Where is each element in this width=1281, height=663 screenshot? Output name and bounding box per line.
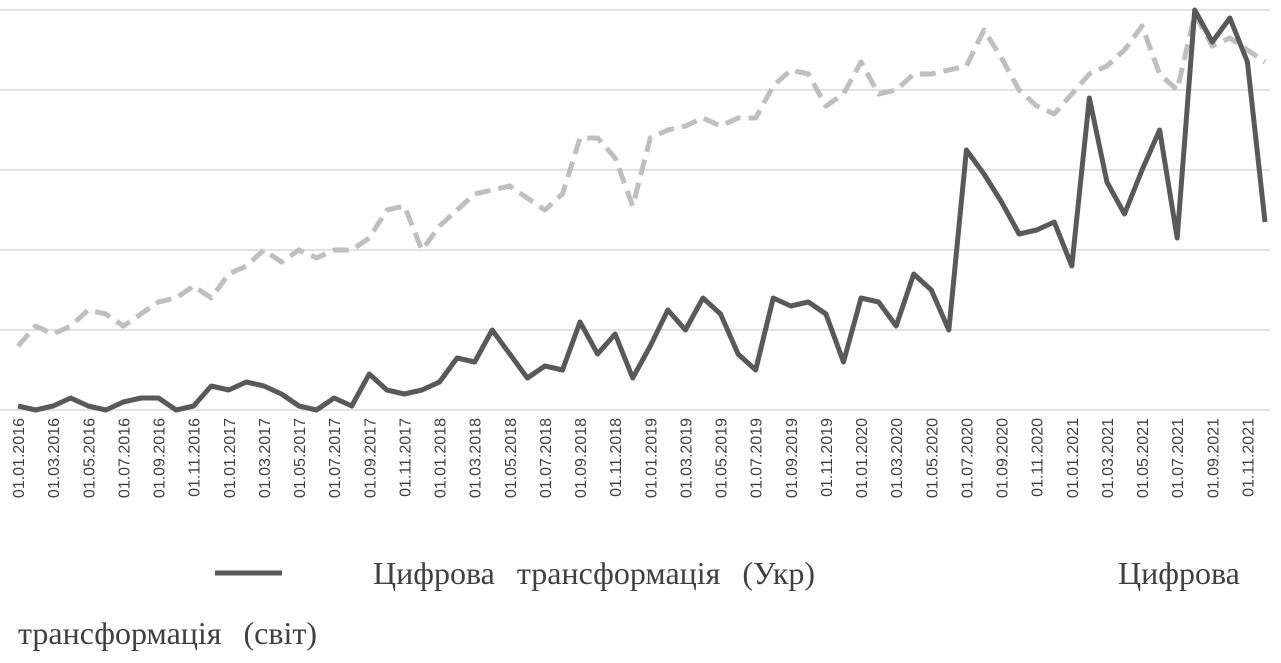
x-tick-label: 01.09.2017 [362, 418, 379, 498]
x-tick-label: 01.11.2016 [187, 418, 204, 497]
x-tick-label: 01.01.2020 [854, 418, 871, 498]
x-tick-label: 01.11.2018 [608, 418, 625, 497]
x-tick-label: 01.05.2020 [924, 418, 941, 498]
x-tick-label: 01.05.2017 [292, 418, 309, 498]
x-tick-label: 01.11.2021 [1240, 418, 1257, 497]
legend-label: Цифрова трансформація (світ) [18, 555, 1240, 651]
x-tick-label: 01.05.2019 [714, 418, 731, 498]
legend-label: Цифрова трансформація (Укр) [373, 555, 816, 591]
x-tick-label: 01.05.2021 [1135, 418, 1152, 498]
x-tick-label: 01.09.2016 [152, 418, 169, 498]
x-tick-label: 01.07.2017 [327, 418, 344, 498]
x-tick-label: 01.01.2017 [222, 418, 239, 498]
x-tick-label: 01.07.2020 [959, 418, 976, 498]
x-tick-label: 01.11.2020 [1030, 418, 1047, 497]
x-tick-label: 01.07.2021 [1170, 418, 1187, 498]
series-line [17, 7, 1268, 413]
x-tick-label: 01.07.2018 [538, 418, 555, 498]
x-tick-label: 01.03.2018 [468, 418, 485, 498]
x-tick-label: 01.11.2019 [819, 418, 836, 497]
x-tick-label: 01.03.2017 [257, 418, 274, 498]
x-tick-label: 01.09.2018 [573, 418, 590, 498]
x-tick-label: 01.01.2018 [433, 418, 450, 498]
x-tick-label: 01.05.2018 [503, 418, 520, 498]
x-tick-label: 01.07.2019 [749, 418, 766, 498]
x-tick-label: 01.03.2020 [889, 418, 906, 498]
x-tick-label: 01.07.2016 [116, 418, 133, 498]
series-line [16, 11, 1267, 348]
x-tick-label: 01.01.2016 [11, 418, 28, 498]
x-tick-label: 01.03.2019 [678, 418, 695, 498]
x-tick-label: 01.01.2019 [643, 418, 660, 498]
x-tick-label: 01.09.2021 [1205, 418, 1222, 498]
x-tick-label: 01.05.2016 [81, 418, 98, 498]
x-tick-label: 01.09.2020 [995, 418, 1012, 498]
x-tick-label: 01.09.2019 [784, 418, 801, 498]
x-tick-label: 01.03.2021 [1100, 418, 1117, 498]
x-tick-label: 01.11.2017 [397, 418, 414, 497]
x-tick-label: 01.03.2016 [46, 418, 63, 498]
x-tick-label: 01.01.2021 [1065, 418, 1082, 498]
